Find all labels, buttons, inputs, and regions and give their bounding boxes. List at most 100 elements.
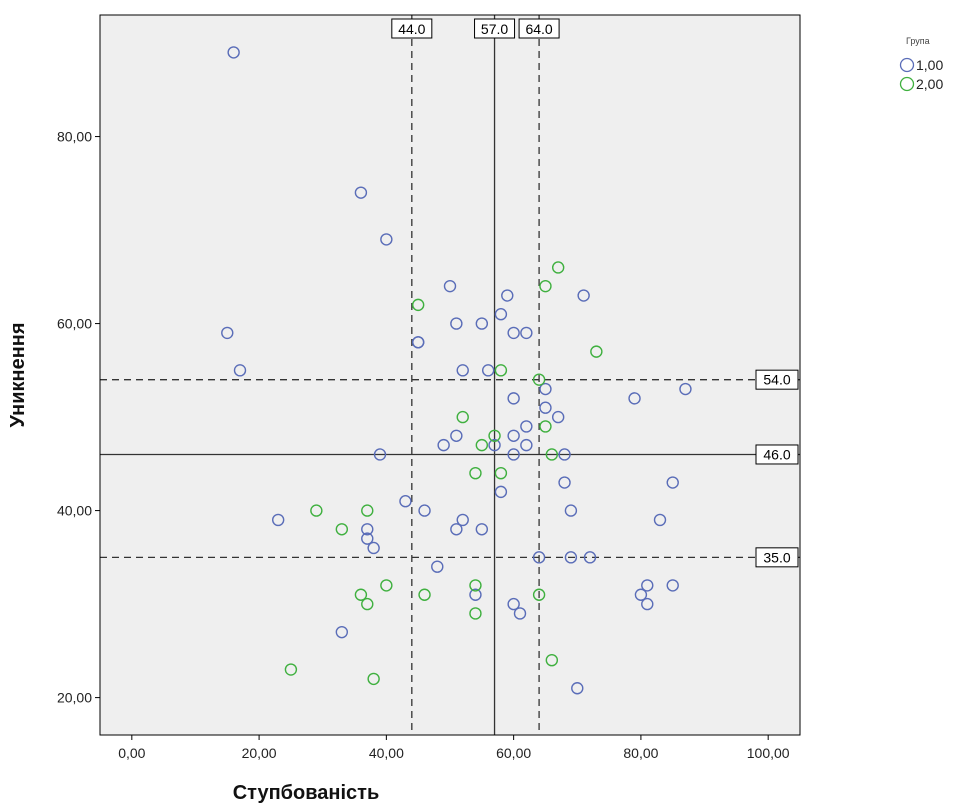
- data-point-group-2: [367, 672, 380, 686]
- horizontal-reference-label-box: [755, 444, 799, 465]
- data-point-group-2: [469, 607, 482, 620]
- vertical-reference-label: 64.0: [525, 21, 552, 37]
- data-point-group-2: [456, 410, 469, 424]
- data-point-group-1: [361, 532, 374, 545]
- data-point-group-1: [641, 579, 654, 592]
- x-tick-label: 0,00: [118, 745, 145, 761]
- data-point-group-1: [507, 448, 520, 461]
- legend-marker-group-1: [899, 57, 915, 73]
- y-tick-label: 40,00: [57, 503, 92, 519]
- vertical-reference-label-box: [518, 18, 560, 39]
- data-point-group-1: [456, 513, 469, 527]
- data-point-group-1: [583, 551, 597, 564]
- data-point-group-1: [558, 476, 571, 489]
- reference-lines: [100, 15, 800, 735]
- x-tick-label: 80,00: [623, 745, 658, 761]
- data-point-group-1: [577, 289, 590, 302]
- data-point-group-2: [539, 279, 552, 293]
- horizontal-reference-label-box: [755, 369, 799, 390]
- data-point-group-1: [431, 560, 444, 573]
- data-point-group-2: [475, 438, 489, 452]
- data-point-group-1: [532, 551, 546, 564]
- data-point-group-1: [481, 364, 495, 377]
- data-point-group-1: [271, 513, 285, 527]
- data-point-group-1: [628, 392, 641, 405]
- data-point-group-1: [456, 364, 469, 377]
- data-point-group-2: [551, 261, 565, 274]
- plot-frame: [99, 14, 801, 736]
- reference-line-labels: 44.0 57.0 64.0 54.0 46.0 35.0: [391, 18, 799, 568]
- horizontal-reference-label: 35.0: [763, 549, 790, 565]
- data-point-group-1: [221, 326, 234, 340]
- data-point-group-1: [679, 382, 692, 396]
- data-point-group-2: [469, 466, 482, 480]
- data-point-group-1: [507, 597, 520, 611]
- x-tick-label: 40,00: [369, 745, 404, 761]
- data-point-group-2: [335, 523, 349, 536]
- legend-label-group-1: 1,00: [916, 57, 943, 73]
- data-point-group-1: [520, 438, 533, 452]
- data-point-group-1: [469, 588, 482, 601]
- data-point-group-2: [418, 588, 431, 601]
- y-axis-title: Уникнення: [7, 322, 29, 427]
- data-point-group-1: [520, 420, 533, 433]
- data-point-group-1: [513, 607, 527, 620]
- vertical-reference-label: 44.0: [398, 21, 425, 37]
- data-point-group-2: [532, 373, 546, 386]
- data-point-group-1: [653, 513, 667, 527]
- data-point-group-1: [373, 448, 387, 461]
- data-point-group-2: [411, 298, 425, 312]
- data-point-group-1: [411, 336, 425, 349]
- data-point-group-1: [666, 476, 679, 489]
- vertical-reference-label-box: [391, 18, 433, 39]
- data-point-group-1: [641, 597, 654, 611]
- data-point-group-1: [564, 551, 578, 564]
- data-point-group-1: [520, 326, 533, 340]
- data-point-group-1: [494, 308, 508, 321]
- data-point-group-1: [227, 46, 240, 59]
- data-point-group-1: [501, 289, 514, 302]
- legend-title: Група: [906, 36, 930, 46]
- x-tick-label: 60,00: [496, 745, 531, 761]
- data-point-group-2: [469, 579, 482, 592]
- x-axis-title: Ступбованість: [233, 782, 380, 804]
- data-point-group-2: [494, 466, 508, 480]
- data-point-group-1: [551, 410, 565, 424]
- data-point-group-2: [590, 345, 603, 358]
- data-point-group-1: [437, 438, 450, 452]
- data-point-group-2: [361, 504, 374, 517]
- data-point-group-2: [380, 579, 393, 592]
- data-point-group-1: [507, 429, 520, 442]
- data-point-group-1: [450, 523, 463, 536]
- data-point-group-1: [399, 495, 412, 508]
- data-point-group-1: [507, 326, 520, 340]
- data-point-group-1: [354, 186, 368, 199]
- x-axis-ticks: 0,00 20,00 40,00 60,00 80,00 100,00: [118, 735, 790, 761]
- data-point-group-1: [475, 523, 489, 536]
- data-point-group-2: [488, 429, 501, 442]
- data-point-group-2: [545, 653, 559, 667]
- data-point-group-2: [539, 420, 552, 433]
- y-axis-ticks: 20,00 40,00 60,00 80,00: [57, 129, 100, 706]
- data-point-group-1: [558, 448, 571, 461]
- x-tick-label: 20,00: [242, 745, 277, 761]
- y-tick-label: 20,00: [57, 690, 92, 706]
- data-point-group-1: [475, 317, 489, 330]
- data-point-group-1: [488, 438, 501, 452]
- x-tick-label: 100,00: [747, 745, 790, 761]
- data-point-group-1: [539, 401, 552, 414]
- data-point-group-1: [571, 682, 584, 695]
- vertical-reference-label: 57.0: [481, 21, 508, 37]
- plot-area: [100, 15, 800, 735]
- data-point-group-1: [443, 279, 457, 293]
- data-point-group-1: [418, 504, 431, 517]
- horizontal-reference-label: 54.0: [763, 372, 790, 388]
- data-point-group-1: [666, 579, 679, 592]
- data-point-group-1: [450, 317, 463, 330]
- data-point-group-2: [532, 588, 546, 601]
- data-points: [221, 46, 692, 695]
- y-tick-label: 60,00: [57, 316, 92, 332]
- data-point-group-2: [354, 588, 368, 601]
- data-point-group-1: [634, 588, 648, 601]
- data-point-group-2: [310, 504, 323, 517]
